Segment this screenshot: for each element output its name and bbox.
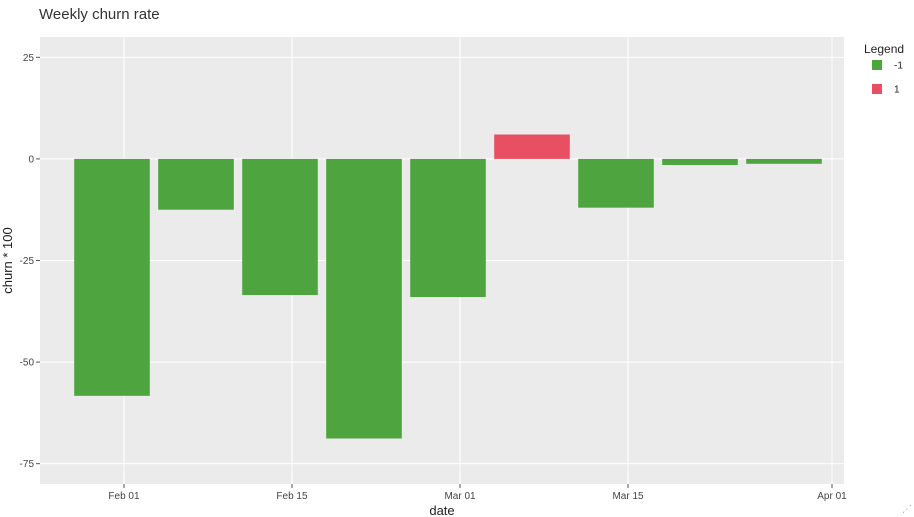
- x-tick-label: Apr 01: [817, 491, 847, 502]
- x-tick-label: Mar 15: [612, 491, 644, 502]
- resize-handle-icon[interactable]: ⋰: [902, 504, 912, 515]
- bar-2022-03-07[interactable]: [494, 134, 570, 159]
- x-tick-label: Mar 01: [444, 491, 476, 502]
- legend-swatch[interactable]: [872, 60, 882, 70]
- bar-2022-02-14[interactable]: [242, 158, 318, 296]
- bar-2022-02-07[interactable]: [158, 158, 234, 210]
- bar-2022-02-21[interactable]: [326, 158, 402, 439]
- bar-2022-01-31[interactable]: [74, 158, 150, 396]
- bar-2022-03-14[interactable]: [578, 158, 654, 208]
- bar-2022-03-21[interactable]: [662, 158, 738, 166]
- legend[interactable]: Legend -1 1: [864, 42, 904, 96]
- x-tick-label: Feb 15: [276, 491, 308, 502]
- x-axis-ticks: Feb 01 Feb 15 Mar 01 Mar 15 Apr 01: [108, 484, 847, 502]
- y-tick-label: -50: [20, 358, 35, 369]
- y-axis-title: churn * 100: [0, 227, 15, 294]
- legend-label[interactable]: 1: [894, 85, 900, 96]
- bars: [74, 134, 822, 439]
- x-tick-label: Feb 01: [108, 491, 140, 502]
- y-tick-label: -75: [20, 459, 35, 470]
- legend-swatch[interactable]: [872, 84, 882, 94]
- y-tick-label: -25: [20, 256, 35, 267]
- chart-title: Weekly churn rate: [39, 6, 160, 23]
- legend-label[interactable]: -1: [894, 61, 903, 72]
- bar-2022-03-28[interactable]: [746, 158, 822, 164]
- y-tick-label: 0: [28, 154, 34, 165]
- legend-title: Legend: [864, 42, 904, 56]
- bar-2022-02-28[interactable]: [410, 158, 486, 298]
- y-axis-ticks: 25 0 -25 -50 -75: [20, 53, 40, 470]
- x-axis-title: date: [429, 503, 454, 517]
- y-tick-label: 25: [23, 53, 35, 64]
